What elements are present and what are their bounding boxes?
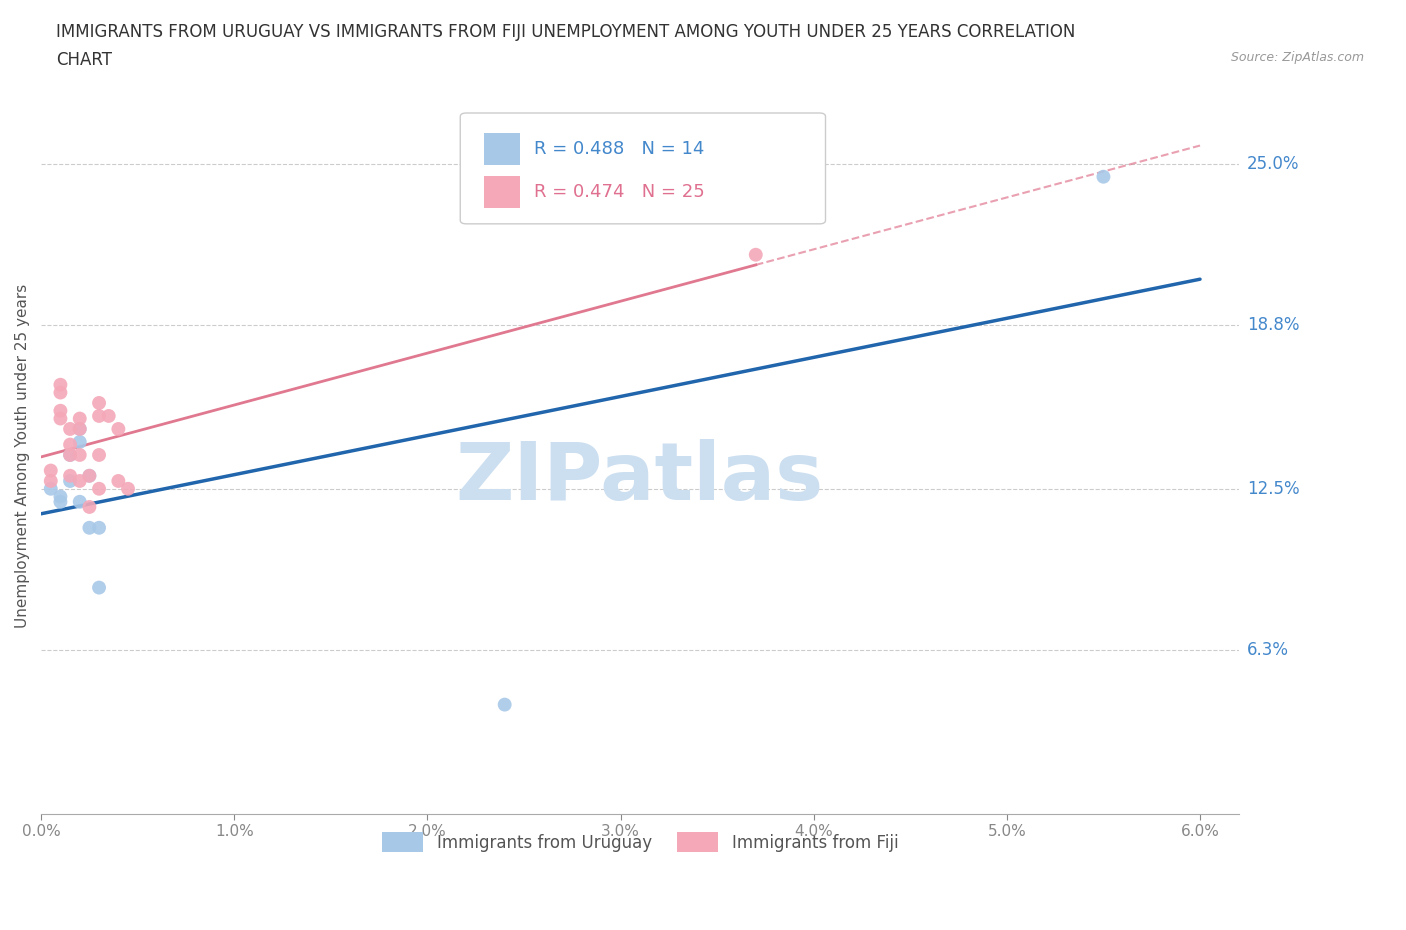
Point (69, 411, 91, 426)
Point (59, 437, 82, 452)
Point (1092, 169, 1115, 184)
Text: 25.0%: 25.0% (1247, 154, 1299, 173)
Text: CHART: CHART (56, 51, 112, 69)
Legend: Immigrants from Uruguay, Immigrants from Fiji: Immigrants from Uruguay, Immigrants from… (375, 826, 905, 859)
FancyBboxPatch shape (484, 176, 520, 207)
Point (59, 421, 82, 436)
Point (59, 473, 82, 488)
Point (69, 447, 91, 462)
Point (59, 447, 82, 462)
Point (79, 521, 101, 536)
Point (79, 469, 101, 484)
Point (494, 698, 516, 712)
Text: IMMIGRANTS FROM URUGUAY VS IMMIGRANTS FROM FIJI UNEMPLOYMENT AMONG YOUTH UNDER 2: IMMIGRANTS FROM URUGUAY VS IMMIGRANTS FR… (56, 23, 1076, 41)
Point (49, 404, 72, 418)
Point (49, 495, 72, 510)
Point (69, 473, 91, 488)
Point (69, 421, 91, 436)
Text: 12.5%: 12.5% (1247, 480, 1299, 498)
Point (87, 447, 110, 462)
Point (87, 395, 110, 410)
Point (49, 411, 72, 426)
Text: 6.3%: 6.3% (1247, 641, 1289, 659)
Point (87, 408, 110, 423)
Text: R = 0.474   N = 25: R = 0.474 N = 25 (534, 182, 706, 201)
Text: 18.8%: 18.8% (1247, 316, 1299, 334)
Point (39, 473, 62, 488)
Point (49, 378, 72, 392)
Point (49, 489, 72, 504)
Point (107, 473, 129, 488)
Point (59, 447, 82, 462)
Point (117, 482, 139, 497)
Point (59, 469, 82, 484)
Text: Source: ZipAtlas.com: Source: ZipAtlas.com (1230, 51, 1364, 64)
Point (39, 482, 62, 497)
Text: ZIPatlas: ZIPatlas (456, 439, 824, 517)
FancyBboxPatch shape (460, 113, 825, 224)
Point (107, 421, 129, 436)
Point (69, 495, 91, 510)
Point (87, 482, 110, 497)
Point (49, 385, 72, 400)
Y-axis label: Unemployment Among Youth under 25 years: Unemployment Among Youth under 25 years (15, 285, 30, 629)
Point (79, 499, 101, 514)
Point (97, 408, 120, 423)
FancyBboxPatch shape (484, 133, 520, 165)
Point (69, 434, 91, 449)
Text: R = 0.488   N = 14: R = 0.488 N = 14 (534, 140, 704, 158)
Point (745, 247, 768, 262)
Point (79, 469, 101, 484)
Point (87, 580, 110, 595)
Point (39, 463, 62, 478)
Point (69, 421, 91, 436)
Point (87, 521, 110, 536)
